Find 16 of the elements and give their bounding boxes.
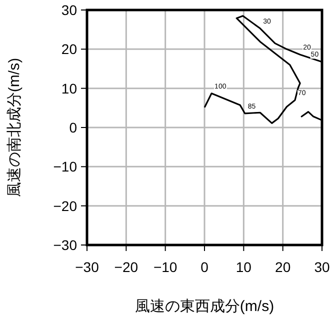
x-tick-label: 20	[275, 259, 291, 275]
x-tick-label: −30	[75, 259, 100, 275]
x-tick-label: −20	[114, 259, 138, 275]
x-axis-title: 風速の東西成分(m/s)	[134, 298, 274, 315]
x-tick-label: 10	[236, 259, 252, 275]
y-axis-title: 風速の南北成分(m/s)	[6, 58, 23, 198]
x-tick-label: 30	[314, 259, 330, 275]
x-tick-label: −10	[153, 259, 178, 275]
y-tick-label: −10	[53, 158, 78, 175]
y-tick-label: −20	[53, 198, 78, 214]
y-tick-label: 20	[61, 41, 78, 58]
y-tick-label: 30	[61, 2, 78, 18]
y-tick-label: −30	[53, 237, 78, 253]
y-tick-label: 0	[69, 120, 78, 136]
x-tick-label: 0	[200, 259, 209, 275]
y-tick-label: 10	[61, 80, 78, 96]
